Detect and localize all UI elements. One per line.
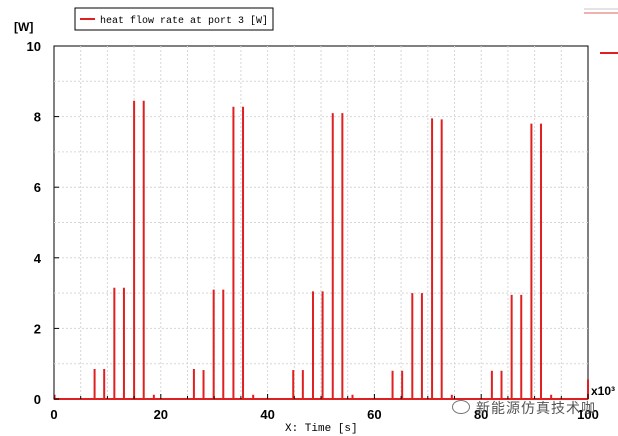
x-tick-label: 40 [260, 407, 274, 422]
y-axis: 0 2 4 6 8 10 [27, 39, 59, 407]
y-tick-label: 4 [34, 251, 42, 266]
x-axis-multiplier: x10³ [591, 384, 615, 398]
x-axis-title: X: Time [s] [285, 423, 358, 435]
y-tick-label: 2 [34, 321, 41, 336]
series-spikes [53, 100, 589, 400]
x-axis: 0 20 40 60 80 100 [50, 394, 599, 422]
x-tick-label: 100 [577, 407, 599, 422]
y-tick-label: 6 [34, 180, 41, 195]
legend-box [74, 7, 274, 31]
y-tick-label: 8 [34, 110, 41, 125]
legend[interactable]: heat flow rate at port 3 [W] [74, 7, 274, 31]
y-axis-unit-label: [W] [14, 20, 33, 34]
legend-entry: heat flow rate at port 3 [W] [100, 15, 268, 27]
watermark-text: 新能源仿真技术咖 [476, 401, 596, 417]
watermark: 新能源仿真技术咖 [452, 398, 596, 418]
x-tick-label: 20 [154, 407, 168, 422]
wechat-icon [452, 400, 470, 414]
y-tick-label: 10 [27, 39, 41, 54]
x-tick-label: 0 [50, 407, 57, 422]
y-tick-label: 0 [34, 392, 41, 407]
x-tick-label: 80 [474, 407, 488, 422]
x-tick-label: 60 [367, 407, 381, 422]
